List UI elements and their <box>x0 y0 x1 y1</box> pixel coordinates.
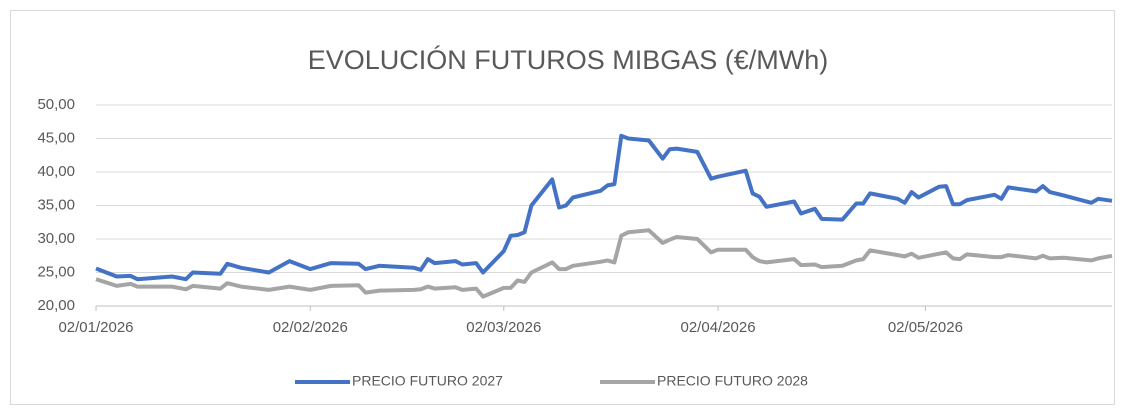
y-tick-label: 25,00 <box>37 263 75 280</box>
x-tick-label: 02/02/2026 <box>273 319 348 336</box>
y-tick-label: 35,00 <box>37 196 75 213</box>
chart-title: EVOLUCIÓN FUTUROS MIBGAS (€/MWh) <box>308 44 829 75</box>
series-line <box>95 133 1113 282</box>
y-tick-label: 20,00 <box>37 297 75 314</box>
legend-label: PRECIO FUTURO 2027 <box>352 373 503 389</box>
x-tick-label: 02/05/2026 <box>888 319 963 336</box>
legend-label: PRECIO FUTURO 2028 <box>657 373 808 389</box>
series-line <box>95 228 1113 299</box>
x-tick-label: 02/04/2026 <box>681 319 756 336</box>
x-tick-label: 02/03/2026 <box>466 319 541 336</box>
y-tick-label: 40,00 <box>37 163 75 180</box>
x-tick-label: 02/01/2026 <box>58 319 133 336</box>
y-tick-label: 30,00 <box>37 230 75 247</box>
y-tick-label: 45,00 <box>37 129 75 146</box>
y-tick-label: 50,00 <box>37 96 75 113</box>
